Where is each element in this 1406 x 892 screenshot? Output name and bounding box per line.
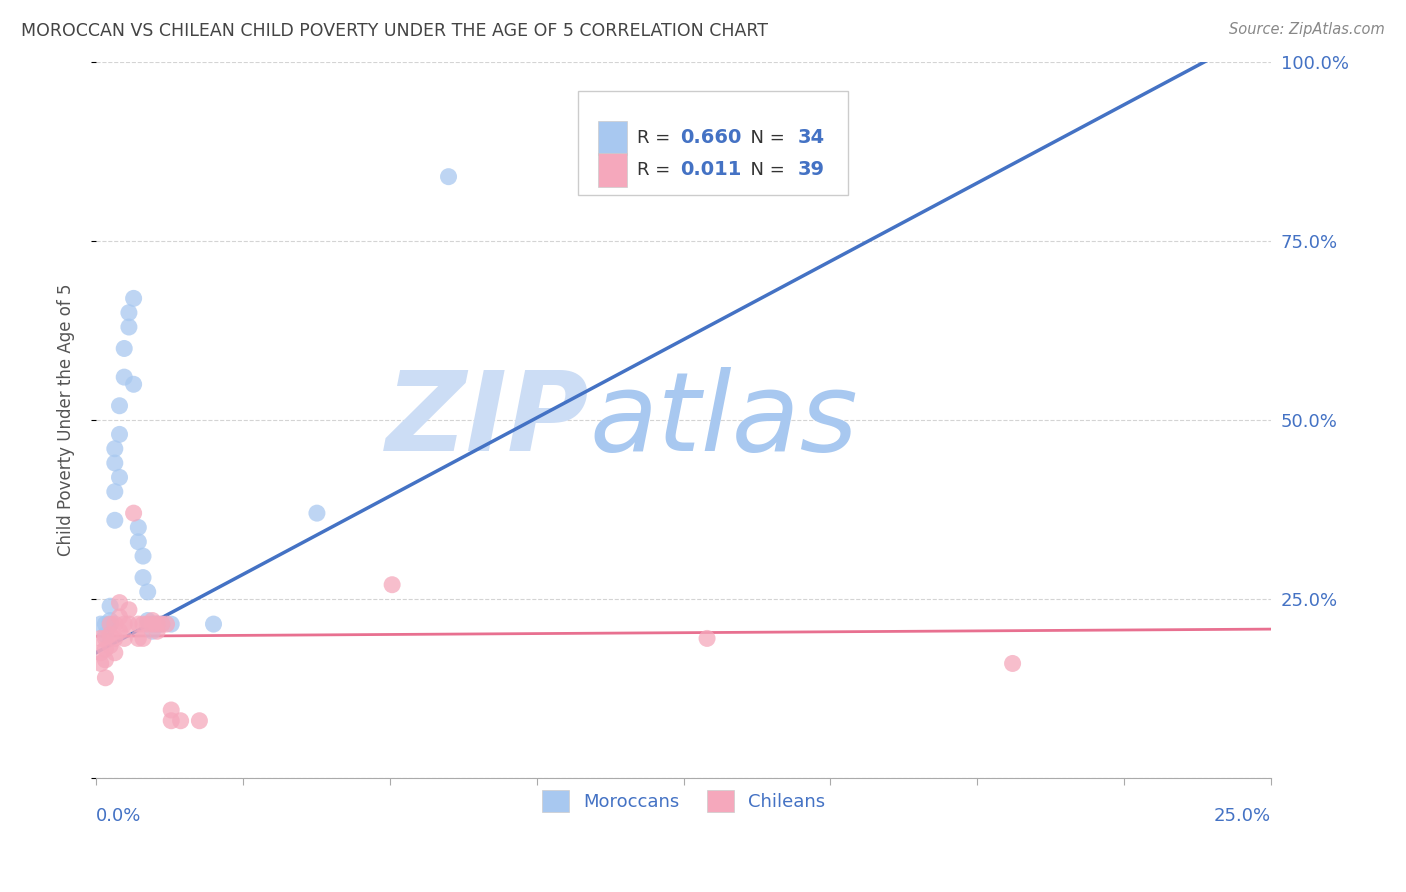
Point xyxy=(112,632,135,646)
Point xyxy=(94,642,117,657)
Point xyxy=(122,506,145,520)
Point xyxy=(108,427,131,442)
Point xyxy=(104,442,127,456)
Text: 25.0%: 25.0% xyxy=(1213,806,1271,824)
Point xyxy=(155,617,177,632)
Point xyxy=(94,671,117,685)
Point xyxy=(108,624,131,639)
Point xyxy=(118,617,141,632)
Point xyxy=(160,617,183,632)
Point xyxy=(146,624,169,639)
Point xyxy=(94,628,117,642)
Legend: Moroccans, Chileans: Moroccans, Chileans xyxy=(534,782,832,819)
Point xyxy=(108,399,131,413)
FancyBboxPatch shape xyxy=(598,153,627,187)
Point xyxy=(90,646,112,660)
Point xyxy=(136,585,159,599)
Point xyxy=(127,534,149,549)
Text: R =: R = xyxy=(637,128,675,147)
Point xyxy=(132,632,155,646)
Y-axis label: Child Poverty Under the Age of 5: Child Poverty Under the Age of 5 xyxy=(58,284,75,557)
Point xyxy=(381,578,404,592)
Point xyxy=(150,617,173,632)
Point xyxy=(169,714,191,728)
Point xyxy=(1001,657,1024,671)
Point xyxy=(127,617,149,632)
Point xyxy=(202,617,225,632)
FancyBboxPatch shape xyxy=(578,91,848,194)
Point xyxy=(437,169,460,184)
Point xyxy=(141,624,163,639)
Point xyxy=(108,610,131,624)
Point xyxy=(104,484,127,499)
Point xyxy=(150,617,173,632)
Point xyxy=(118,320,141,334)
Point xyxy=(146,617,169,632)
Point xyxy=(98,617,121,632)
Point xyxy=(122,377,145,392)
Text: 34: 34 xyxy=(797,128,825,147)
Point xyxy=(118,306,141,320)
Text: ZIP: ZIP xyxy=(387,367,589,474)
Point xyxy=(112,370,135,384)
Point xyxy=(141,617,163,632)
Point xyxy=(141,614,163,628)
Point xyxy=(90,632,112,646)
Point xyxy=(188,714,211,728)
Text: Source: ZipAtlas.com: Source: ZipAtlas.com xyxy=(1229,22,1385,37)
Point xyxy=(104,617,127,632)
Text: 0.011: 0.011 xyxy=(681,161,741,179)
Point xyxy=(108,470,131,484)
Text: R =: R = xyxy=(637,161,675,178)
Point xyxy=(141,617,163,632)
Point xyxy=(104,456,127,470)
Text: 39: 39 xyxy=(797,161,824,179)
Point xyxy=(94,632,117,646)
Point xyxy=(94,617,117,632)
Point xyxy=(136,614,159,628)
Text: 0.660: 0.660 xyxy=(681,128,741,147)
Point xyxy=(112,617,135,632)
Point xyxy=(132,549,155,563)
Point xyxy=(118,603,141,617)
Point xyxy=(98,599,121,614)
Point xyxy=(136,617,159,632)
Point xyxy=(98,614,121,628)
FancyBboxPatch shape xyxy=(598,120,627,155)
Point xyxy=(98,628,121,642)
Text: N =: N = xyxy=(738,161,790,178)
Point xyxy=(98,639,121,653)
Point xyxy=(127,632,149,646)
Text: 0.0%: 0.0% xyxy=(96,806,142,824)
Point xyxy=(146,617,169,632)
Point xyxy=(104,646,127,660)
Point xyxy=(98,617,121,632)
Point xyxy=(160,703,183,717)
Point xyxy=(696,632,718,646)
Point xyxy=(127,520,149,534)
Text: N =: N = xyxy=(738,128,790,147)
Point xyxy=(132,570,155,584)
Point xyxy=(146,617,169,632)
Point xyxy=(112,342,135,356)
Point xyxy=(104,632,127,646)
Point xyxy=(132,617,155,632)
Text: MOROCCAN VS CHILEAN CHILD POVERTY UNDER THE AGE OF 5 CORRELATION CHART: MOROCCAN VS CHILEAN CHILD POVERTY UNDER … xyxy=(21,22,768,40)
Point xyxy=(108,596,131,610)
Point xyxy=(160,714,183,728)
Point xyxy=(90,617,112,632)
Point xyxy=(122,292,145,306)
Point xyxy=(104,513,127,527)
Point xyxy=(90,657,112,671)
Point xyxy=(305,506,328,520)
Point xyxy=(94,653,117,667)
Text: atlas: atlas xyxy=(589,367,858,474)
